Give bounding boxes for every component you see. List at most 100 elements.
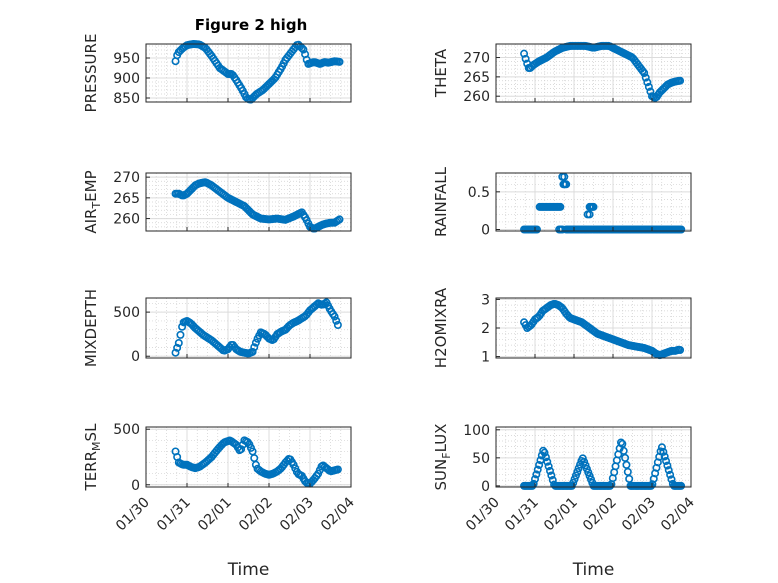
data-point [621,453,630,462]
data-point [641,73,650,82]
data-point [541,453,550,462]
x-tick-label: 01/30 [463,495,503,535]
data-point [248,347,257,356]
y-axis-label: THETA [432,48,450,98]
data-point [544,462,553,471]
y-axis-label: SUNFLUX [432,424,453,491]
data-point [546,466,555,475]
x-tick-label: 02/02 [236,495,276,535]
data-point [174,338,183,347]
data-point [676,345,685,354]
data-point [571,471,580,480]
series-pressure [171,40,344,104]
data-point [533,465,542,474]
data-point [662,457,671,466]
data-point [676,76,685,85]
data-point [667,475,676,484]
data-point [299,45,308,54]
subplot-theta: 260 265 270 THETA [432,41,692,105]
axes-box-mixdepth [145,297,352,359]
data-point [333,465,342,474]
data-point [521,54,530,63]
subplot-rainfall: 0 0.5 RAINFALL [432,166,692,238]
data-point [176,330,185,339]
data-point [297,43,306,52]
y-tick-label: 500 [113,305,140,321]
data-point [647,481,656,490]
data-point [333,320,342,329]
data-point [622,460,631,469]
data-point [666,470,675,479]
y-tick-label: 2 [481,321,490,337]
y-tick-label: 265 [113,191,140,207]
y-tick-label: 50 [472,451,490,467]
data-point [585,210,594,219]
data-point [332,316,341,325]
y-tick-label: 0.5 [468,185,490,201]
data-point [677,481,686,490]
x-tick-label: 02/04 [658,494,698,534]
data-point [660,452,669,461]
data-point [657,443,666,452]
data-point [535,460,544,469]
y-tick-label: 0 [131,478,140,494]
x-axis-label: Time [227,560,270,580]
x-tick-label: 02/01 [541,495,581,535]
y-tick-label: 500 [113,422,140,438]
data-point [556,202,565,211]
series-theta [520,41,685,102]
y-axis-label: H2OMIXRA [432,287,450,368]
data-point [625,474,634,483]
x-tick-label: 02/01 [195,495,235,535]
data-point [530,475,539,484]
series-sun_flux [520,438,686,490]
data-point [573,467,582,476]
data-point [330,312,339,321]
data-point [640,69,649,78]
data-point [547,471,556,480]
series-terr_msl [171,436,342,488]
y-tick-label: 900 [113,71,140,87]
y-tick-label: 260 [463,89,490,105]
minor-grid-terr_msl [146,427,351,487]
data-point [562,180,571,189]
series-air_temp [171,178,344,233]
data-point [618,439,627,448]
x-tick-label: 01/31 [154,495,194,535]
y-tick-label: 1 [481,350,490,366]
data-point [659,447,668,456]
data-point [543,457,552,466]
data-point [619,446,628,455]
y-tick-label: 0 [481,479,490,495]
data-point [643,78,652,87]
data-point [335,215,344,224]
data-point [251,338,260,347]
series-rainfall [520,172,686,234]
data-point [616,438,625,447]
data-point [623,467,632,476]
data-point [335,57,344,66]
y-axis-label: PRESSURE [82,34,100,113]
data-point [560,172,569,181]
subplot-h2omixra: 1 2 3 H2OMIXRA [432,287,692,368]
data-point [574,464,583,473]
subplot-mixdepth: 0 500 MIXDEPTH [82,289,352,367]
y-tick-label: 270 [113,170,140,186]
y-tick-label: 950 [113,51,140,67]
data-point [569,478,578,487]
data-point [237,445,246,454]
subplot-terr_msl: 0 500 01/30 01/31 02/01 02/02 02/03 02/04 Time TE… [82,422,358,580]
data-point [173,343,182,352]
data-point [663,461,672,470]
data-point [532,470,541,479]
x-tick-label: 02/03 [619,495,659,535]
y-axis-label: RAINFALL [432,166,450,237]
series-mixdepth [171,298,342,358]
x-tick-label: 02/02 [580,495,620,535]
data-point [570,475,579,484]
series-h2omixra [520,299,685,360]
y-tick-label: 270 [463,51,490,67]
subplot-air_temp: 260 265 270 AIRTEMP [82,170,352,234]
subplot-sun_flux: 0 50 100 01/30 01/31 02/01 02/02 02/03 02/04 Time… [432,423,698,580]
y-tick-label: 260 [113,212,140,228]
